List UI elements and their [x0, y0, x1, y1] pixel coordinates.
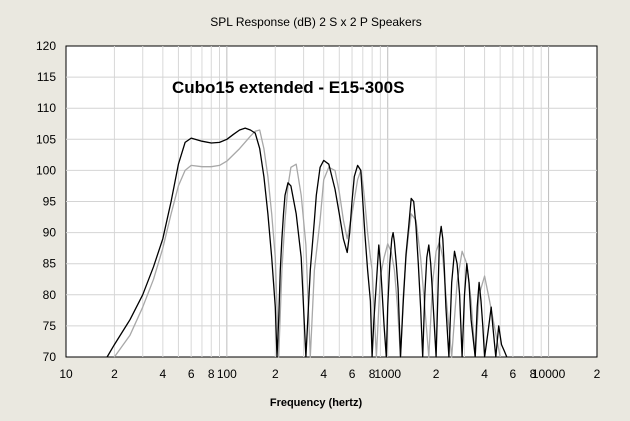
x-tick-label: 4	[481, 367, 488, 381]
y-tick-label: 100	[36, 163, 56, 177]
y-tick-label: 95	[43, 195, 57, 209]
plot-lines	[106, 127, 508, 358]
x-tick-label: 8	[369, 367, 376, 381]
y-tick-label: 110	[37, 101, 56, 115]
y-tick-label: 80	[43, 288, 57, 302]
x-tick-label: 4	[320, 367, 327, 381]
x-tick-label: 6	[349, 367, 356, 381]
series-line-0	[106, 127, 508, 358]
x-tick-label: 2	[111, 367, 118, 381]
x-tick-label: 8	[208, 367, 215, 381]
x-tick-label: 6	[510, 367, 517, 381]
x-tick-label: 6	[188, 367, 195, 381]
x-tick-label: 10000	[532, 367, 566, 381]
y-tick-label: 120	[36, 39, 56, 53]
y-tick-label: 85	[43, 257, 57, 271]
x-tick-label: 1000	[374, 367, 401, 381]
y-tick-label: 105	[36, 132, 56, 146]
x-tick-label: 100	[217, 367, 237, 381]
grid	[66, 46, 597, 357]
x-tick-label: 4	[160, 367, 167, 381]
x-tick-label: 10	[59, 367, 73, 381]
x-tick-label: 2	[433, 367, 440, 381]
y-tick-label: 75	[43, 319, 57, 333]
x-tick-label: 8	[530, 367, 537, 381]
y-tick-label: 90	[43, 226, 57, 240]
y-tick-label: 70	[43, 350, 57, 364]
x-axis-label: Frequency (hertz)	[270, 397, 363, 409]
x-tick-label: 2	[272, 367, 279, 381]
x-tick-label: 2	[594, 367, 601, 381]
chart-annotation: Cubo15 extended - E15-300S	[172, 78, 404, 97]
y-tick-label: 115	[37, 70, 56, 84]
chart-title: SPL Response (dB) 2 S x 2 P Speakers	[210, 15, 421, 29]
